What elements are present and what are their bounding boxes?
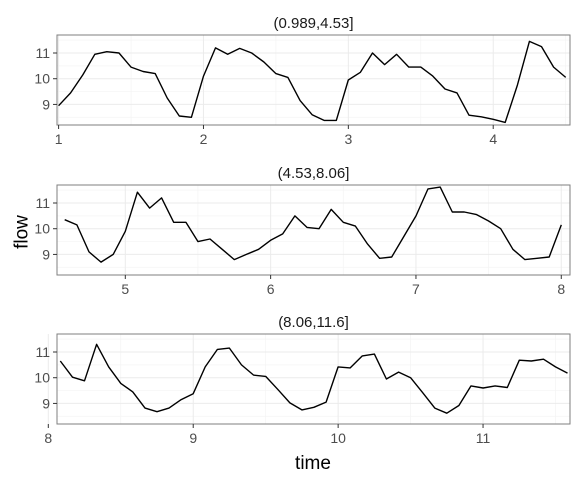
x-tick-label: 4 (489, 131, 497, 147)
x-tick-label: 8 (557, 281, 565, 297)
series-line (58, 40, 567, 124)
x-tick-label: 6 (267, 281, 275, 297)
panel-title: (0.989,4.53] (273, 15, 353, 32)
y-tick-label: 11 (35, 195, 50, 211)
y-tick-label: 9 (42, 395, 50, 411)
y-tick-label: 9 (42, 96, 50, 112)
x-tick-label: 1 (55, 131, 63, 147)
x-tick-label: 2 (200, 131, 208, 147)
x-tick-label: 3 (344, 131, 352, 147)
x-tick-label: 5 (121, 281, 129, 297)
panel-title: (4.53,8.06] (278, 165, 350, 182)
y-axis-title: flow (12, 215, 33, 249)
series-line (59, 343, 568, 414)
y-tick-label: 11 (35, 344, 50, 360)
series-line (64, 186, 562, 263)
y-tick-label: 10 (34, 370, 50, 386)
x-tick-label: 11 (476, 430, 491, 446)
panel-2: (4.53,8.06] 5 6 7 8 9 10 11 (34, 165, 571, 297)
panel-3: (8.06,11.6] 8 9 10 11 9 10 11 (34, 314, 571, 446)
panel-border (56, 333, 571, 425)
panel-border (56, 184, 571, 276)
x-tick-label: 7 (412, 281, 420, 297)
panel-1: (0.989,4.53] 1 2 3 4 9 10 11 (34, 15, 571, 147)
x-tick-label: 9 (189, 430, 197, 446)
x-tick-label: 8 (44, 430, 52, 446)
panel-background (57, 334, 570, 424)
panel-background (57, 185, 570, 275)
y-tick-label: 10 (34, 221, 50, 237)
y-tick-label: 10 (34, 71, 50, 87)
panel-border (56, 34, 571, 126)
panel-background (57, 35, 570, 125)
panel-title: (8.06,11.6] (278, 314, 349, 331)
panels: (0.989,4.53] 1 2 3 4 9 10 11 (4.53,8.06] 5 6 7 8 9 10 1… (34, 15, 571, 446)
x-axis-title: time (295, 453, 331, 474)
y-tick-label: 9 (42, 246, 50, 262)
x-tick-label: 10 (330, 430, 346, 446)
y-tick-label: 11 (35, 45, 50, 61)
